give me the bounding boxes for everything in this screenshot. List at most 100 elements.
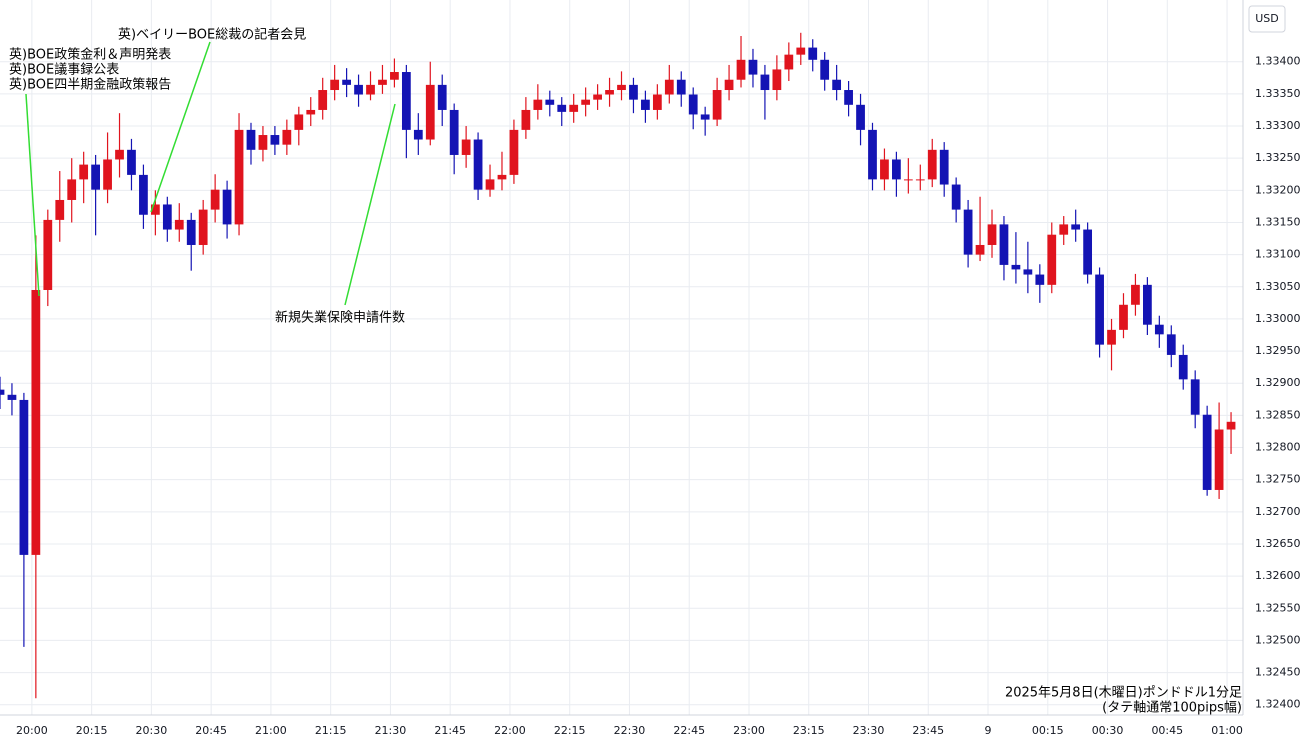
candle-body [509, 129, 519, 175]
candle-body [7, 394, 17, 400]
candle-body [521, 109, 531, 130]
candle-body [330, 79, 340, 91]
caption: (タテ軸通常100pips幅) [1102, 701, 1242, 716]
x-tick-label: 22:30 [614, 724, 646, 737]
candle-body [67, 179, 77, 200]
candle-body [617, 84, 626, 91]
candle-body [605, 90, 614, 95]
candle-body [1190, 379, 1200, 415]
candle-body [820, 59, 830, 80]
annotation-line [344, 103, 396, 306]
candle-body [856, 104, 865, 130]
candle-body [987, 224, 997, 245]
candle-body [306, 109, 316, 115]
candle-body [1011, 264, 1021, 270]
y-tick-label: 1.33150 [1255, 215, 1300, 228]
candle-body [1214, 429, 1224, 490]
x-tick-label: 20:00 [16, 724, 48, 737]
candle-body [473, 139, 483, 190]
x-tick-label: 20:15 [76, 724, 108, 737]
candle-body [437, 84, 447, 110]
candle-body [258, 135, 268, 150]
candle-body [0, 389, 5, 395]
y-tick-label: 1.32950 [1255, 344, 1300, 357]
candle-body [1226, 421, 1236, 430]
candle-body [186, 219, 196, 245]
candle-body [1178, 354, 1188, 380]
candle-body [700, 114, 710, 120]
candle-body [127, 149, 136, 175]
candle-body [174, 219, 184, 230]
candle-body [760, 74, 770, 91]
x-tick-label: 20:45 [195, 724, 227, 737]
candle-body [999, 224, 1009, 265]
y-tick-label: 1.33400 [1255, 55, 1300, 68]
x-tick-label: 21:00 [255, 724, 287, 737]
candle-body [724, 79, 734, 91]
candle-body [234, 129, 244, 225]
candle-body [557, 104, 567, 112]
candle-body [1095, 274, 1104, 345]
y-tick-label: 1.33350 [1255, 87, 1300, 100]
x-tick-label: 20:30 [136, 724, 168, 737]
x-tick-label: 22:15 [554, 724, 586, 737]
candle-body [366, 84, 375, 95]
x-tick-label: 23:30 [853, 724, 885, 737]
candle-body [449, 109, 459, 155]
candle-body [79, 164, 89, 180]
candle-body [413, 129, 423, 140]
candle-body [903, 179, 913, 181]
candle-body [712, 90, 722, 120]
annotation: 英)ベイリーBOE総裁の記者会見 [118, 27, 306, 43]
candle-body [19, 399, 29, 555]
annotation-lines [25, 41, 396, 306]
annotation: 英)BOE議事録公表 [9, 63, 119, 78]
candle-body [892, 159, 901, 180]
candle-body [808, 47, 818, 60]
x-tick-label: 00:30 [1092, 724, 1124, 737]
candle-body [676, 79, 686, 95]
axes: 1.32400 1.32450 1.32500 1.32550 1.32600 1.326… [16, 55, 1300, 737]
candle-body [1059, 224, 1069, 235]
x-tick-label: 21:30 [375, 724, 407, 737]
candle-body [736, 59, 746, 80]
x-tick-label: 23:15 [793, 724, 825, 737]
candle-body [844, 90, 853, 105]
candle-body [246, 129, 256, 150]
annotation: 新規失業保険申請件数 [275, 310, 405, 326]
candle-body [1131, 284, 1140, 305]
candle-body [378, 79, 387, 85]
candle-body [832, 79, 842, 91]
candle-body [664, 79, 674, 95]
candle-body [545, 99, 555, 105]
candle-body [270, 135, 280, 145]
candle-body [880, 159, 889, 180]
candle-body [461, 139, 471, 155]
candle-body [951, 184, 961, 210]
y-tick-label: 1.32450 [1255, 666, 1300, 679]
caption: 2025年5月8日(木曜日)ポンドドル1分足 [1005, 686, 1242, 701]
y-tick-label: 1.32400 [1255, 698, 1300, 711]
candle-body [868, 129, 877, 180]
candle-body [915, 179, 925, 181]
currency-label: USD [1255, 12, 1279, 25]
x-tick-label: 21:45 [434, 724, 466, 737]
candle-body [533, 99, 543, 110]
candle-body [198, 209, 208, 245]
currency-box[interactable] [1248, 5, 1286, 33]
candle-body [629, 84, 638, 100]
candle-body [210, 189, 220, 210]
grid [0, 0, 1243, 715]
candle-body [569, 104, 579, 112]
candle-body [401, 72, 411, 130]
y-tick-label: 1.32800 [1255, 441, 1300, 454]
y-tick-label: 1.33100 [1255, 248, 1300, 261]
candle-body [975, 244, 985, 255]
candle-body [1083, 229, 1093, 275]
x-tick-label: 22:45 [673, 724, 705, 737]
candles [0, 32, 1236, 699]
candle-body [425, 84, 435, 140]
y-tick-label: 1.33300 [1255, 119, 1300, 132]
candle-body [162, 204, 172, 230]
